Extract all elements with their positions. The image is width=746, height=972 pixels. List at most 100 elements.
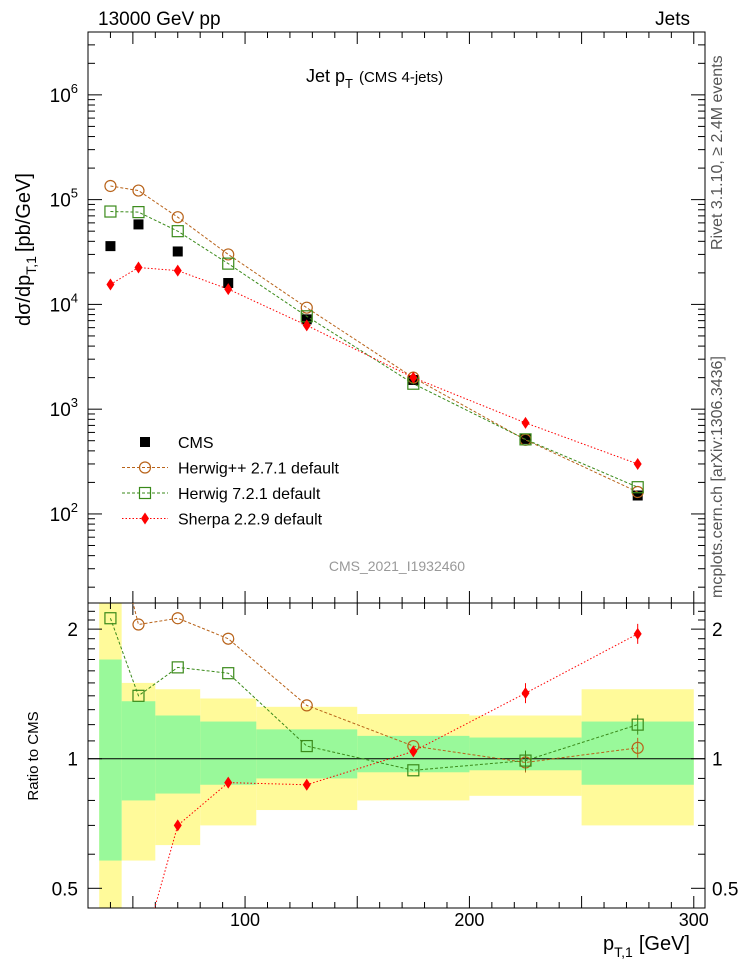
ratio-point-herwig-2-7-1-default-0 [105, 509, 116, 520]
legend-marker-sherpa-2-2-9-default [141, 512, 149, 525]
axis-ticks: 100 200 300 102 103 104 105 106 0.5 0.5 1 1 2 2 [50, 32, 738, 930]
ratio-line-herwig-7-2-1-default [109, 618, 638, 771]
y-tick-label-1: 103 [50, 395, 78, 421]
band-green-4 [256, 729, 358, 779]
ratio-point-herwig-7-2-1-default-2 [171, 661, 184, 674]
legend: CMS Herwig++ 2.7.1 default Herwig 7.2.1 de… [122, 435, 340, 529]
chart-title: Jet pT (CMS 4-jets) [306, 66, 443, 91]
legend-label-herwig-2-7-1-default: Herwig++ 2.7.1 default [178, 461, 340, 478]
chart-title-main: Jet p [306, 66, 345, 86]
ratio-point-sherpa-2-2-9-default-5 [409, 745, 418, 758]
ratio-point-herwig-7-2-1-default-0 [104, 612, 117, 625]
band-green-0 [99, 659, 122, 861]
y-tick-label-2: 104 [50, 290, 78, 316]
analysis-label: CMS_2021_I1932460 [329, 558, 465, 574]
legend-label-sherpa-2-2-9-default: Sherpa 2.2.9 default [178, 512, 323, 529]
x-tick-label-100: 100 [230, 910, 260, 930]
series-line-sherpa-2-2-9-default [110, 266, 638, 465]
y-axis-label-main: dσ/dp [13, 275, 35, 326]
point-sherpa-2-2-9-default-0 [106, 278, 115, 291]
y-axis-label-unit: [pb/GeV] [13, 173, 35, 252]
point-cms-3 [223, 278, 234, 289]
y-tick-label-3: 105 [50, 186, 78, 212]
series-line-herwig-7-2-1-default [110, 211, 638, 488]
series-layer [104, 179, 644, 972]
band-green-1 [121, 701, 156, 801]
ratio-point-herwig-7-2-1-default-1 [132, 689, 145, 702]
point-sherpa-2-2-9-default-1 [134, 261, 143, 274]
y-tick-label-0: 102 [50, 500, 78, 526]
ratio-line-herwig-2-7-1-default [132, 603, 638, 763]
ratio-tick-label-right-2: 2 [712, 620, 723, 641]
ratio-point-herwig-2-7-1-default-4 [300, 699, 313, 712]
ratio-y-axis-label: Ratio to CMS [25, 711, 42, 800]
point-herwig-2-7-1-default-1 [132, 184, 145, 197]
ratio-point-herwig-2-7-1-default-7 [631, 741, 644, 754]
point-sherpa-2-2-9-default-2 [173, 264, 182, 277]
ratio-point-herwig-7-2-1-default-6 [519, 754, 532, 767]
chart-title-extra: (CMS 4-jets) [359, 69, 443, 86]
chart-title-sub: T [345, 76, 353, 91]
legend-label-cms: CMS [178, 435, 214, 452]
point-herwig-7-2-1-default-2 [171, 225, 184, 238]
ratio-tick-label-right-1: 1 [712, 750, 723, 771]
point-cms-2 [172, 246, 183, 257]
point-herwig-7-2-1-default-0 [104, 205, 117, 218]
ratio-point-herwig-2-7-1-default-3 [222, 632, 235, 645]
legend-marker-herwig-7-2-1-default [138, 486, 152, 500]
point-herwig-7-2-1-default-6 [519, 433, 532, 446]
ratio-point-herwig-2-7-1-default-1 [132, 618, 145, 631]
point-cms-7 [632, 490, 643, 501]
point-sherpa-2-2-9-default-7 [633, 457, 642, 470]
point-cms-4 [301, 314, 312, 325]
y-tick-label-4: 106 [50, 81, 78, 107]
ratio-point-sherpa-2-2-9-default-6 [521, 687, 530, 700]
x-axis-label-main: p [603, 933, 614, 955]
point-sherpa-2-2-9-default-4 [302, 319, 311, 332]
ratio-point-sherpa-2-2-9-default-2 [173, 819, 182, 832]
legend-label-herwig-7-2-1-default: Herwig 7.2.1 default [178, 486, 321, 503]
x-axis-label-sub: T,1 [614, 944, 633, 960]
x-axis-label-unit: [GeV] [639, 933, 690, 955]
x-tick-label-200: 200 [454, 910, 484, 930]
band-green-3 [200, 721, 257, 785]
point-cms-0 [105, 241, 116, 252]
point-herwig-2-7-1-default-0 [104, 179, 117, 193]
point-herwig-2-7-1-default-4 [300, 301, 313, 314]
y-axis-label: dσ/dpT,1 [pb/GeV] [13, 173, 39, 326]
point-herwig-7-2-1-default-7 [631, 481, 644, 494]
header-left: 13000 GeV pp [98, 9, 221, 30]
ratio-tick-label-left-2: 2 [67, 620, 78, 641]
x-tick-label-300: 300 [679, 910, 709, 930]
ratio-tick-label-left-1: 1 [67, 750, 78, 771]
point-sherpa-2-2-9-default-3 [224, 283, 233, 296]
ratio-tick-label-left-0: 0.5 [52, 879, 78, 900]
point-sherpa-2-2-9-default-5 [409, 371, 418, 384]
header-right: Jets [655, 9, 690, 30]
ratio-point-herwig-7-2-1-default-4 [300, 739, 313, 753]
legend-marker-cms [140, 437, 150, 447]
y-axis-label-sub: T,1 [23, 256, 39, 275]
ratio-series-layer [104, 509, 644, 972]
series-line-herwig-2-7-1-default [110, 185, 638, 493]
ratio-point-herwig-7-2-1-default-3 [222, 667, 235, 680]
point-herwig-2-7-1-default-3 [222, 248, 235, 261]
point-herwig-7-2-1-default-1 [132, 206, 145, 219]
legend-marker-herwig-2-7-1-default [138, 461, 152, 474]
ratio-tick-label-right-0: 0.5 [712, 879, 738, 900]
ratio-panel [87, 602, 706, 909]
ratio-frame [87, 602, 706, 909]
ratio-point-sherpa-2-2-9-default-3 [224, 776, 233, 789]
ratio-point-sherpa-2-2-9-default-7 [633, 627, 642, 640]
x-axis-label: pT,1 [GeV] [603, 933, 690, 960]
side-label-top: Rivet 3.1.10, ≥ 2.4M events [709, 55, 726, 250]
ratio-point-herwig-2-7-1-default-2 [171, 612, 184, 625]
ratio-point-sherpa-2-2-9-default-0 [106, 924, 114, 936]
ratio-point-sherpa-2-2-9-default-1 [134, 960, 142, 972]
point-cms-1 [133, 219, 144, 230]
ratio-point-sherpa-2-2-9-default-4 [302, 778, 311, 791]
ratio-point-herwig-7-2-1-default-7 [631, 718, 644, 731]
point-herwig-2-7-1-default-2 [171, 211, 184, 224]
band-green-2 [155, 715, 201, 794]
